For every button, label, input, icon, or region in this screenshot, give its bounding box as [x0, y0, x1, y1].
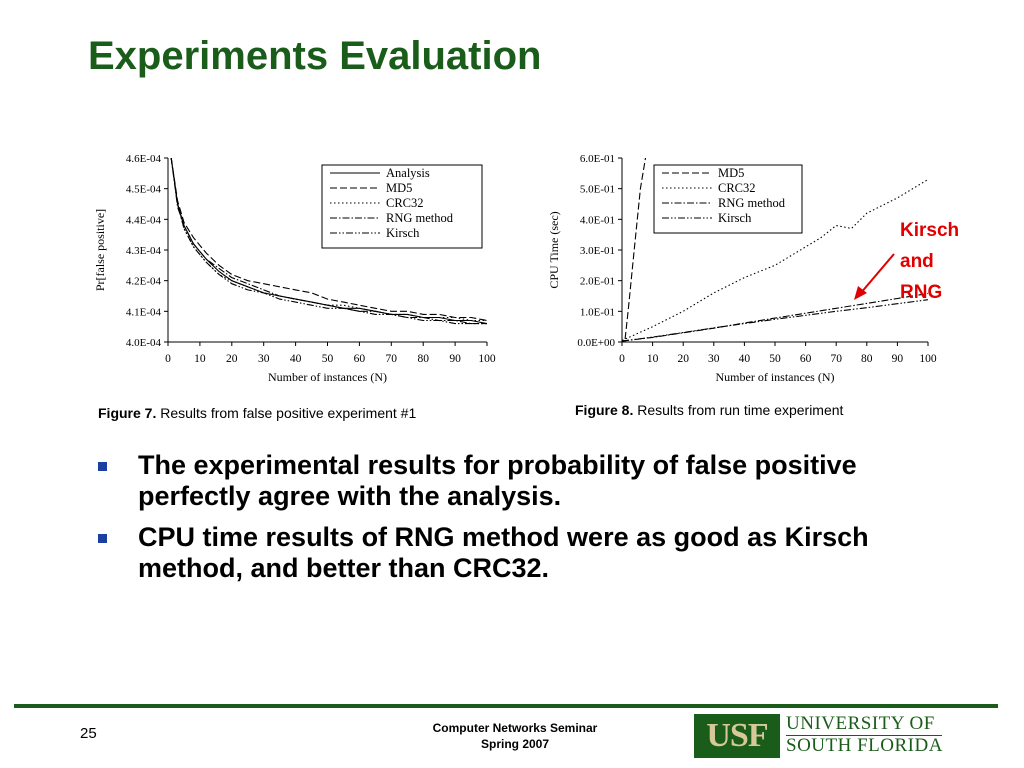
bullet-square-icon — [98, 534, 107, 543]
y-tick-label: 4.0E-04 — [126, 337, 162, 349]
bullet-square-icon — [98, 462, 107, 471]
x-tick-label: 20 — [677, 353, 689, 365]
y-tick-label: 2.0E-01 — [580, 276, 615, 288]
x-tick-label: 60 — [354, 353, 366, 365]
figure-7-label: Figure 7. — [98, 405, 157, 421]
y-tick-label: 4.4E-04 — [126, 214, 162, 226]
annotation-line: and — [900, 251, 934, 272]
x-tick-label: 80 — [861, 353, 873, 365]
figure-8-caption: Figure 8. Results from run time experime… — [575, 402, 843, 418]
figure-7-caption: Figure 7. Results from false positive ex… — [98, 405, 416, 421]
legend-label: RNG method — [718, 196, 786, 210]
legend-label: MD5 — [718, 166, 744, 180]
y-tick-label: 4.2E-04 — [126, 276, 162, 288]
x-tick-label: 50 — [322, 353, 334, 365]
y-tick-label: 4.1E-04 — [126, 306, 162, 318]
legend-box — [653, 164, 803, 234]
series-line — [170, 158, 487, 325]
usf-logo-line-2: SOUTH FLORIDA — [786, 735, 943, 756]
false-positive-chart: 4.6E-04 4.5E-04 4.4E-04 4.3E-04 4.2E-04 4.1E-… — [93, 153, 496, 384]
bullet-item: The experimental results for probability… — [96, 450, 976, 512]
x-tick-label: 70 — [830, 353, 842, 365]
legend-label: Analysis — [386, 166, 430, 180]
usf-logo-divider — [786, 735, 942, 736]
y-tick-label: 0.0E+00 — [577, 337, 615, 349]
x-tick-label: 20 — [226, 353, 238, 365]
page-number: 25 — [80, 725, 97, 742]
y-tick-label: 6.0E-01 — [580, 153, 615, 165]
x-tick-label: 60 — [800, 353, 812, 365]
y-axis-label: Pr[false positive] — [93, 209, 107, 291]
bullet-text: The experimental results for probability… — [138, 450, 857, 511]
bullet-list: The experimental results for probability… — [96, 450, 976, 594]
series-line — [622, 299, 928, 342]
legend-label: MD5 — [386, 181, 412, 195]
footer-line-1: Computer Networks Seminar — [432, 721, 598, 735]
x-tick-label: 40 — [290, 353, 302, 365]
slide-title: Experiments Evaluation — [88, 34, 542, 78]
legend-box — [321, 164, 483, 249]
x-tick-label: 70 — [386, 353, 398, 365]
figure-7-text: Results from false positive experiment #… — [156, 405, 417, 421]
series-line — [622, 179, 928, 342]
y-tick-label: 4.0E-01 — [580, 214, 615, 226]
legend-label: Kirsch — [386, 226, 420, 240]
x-tick-label: 0 — [619, 353, 625, 365]
y-tick-label: 1.0E-01 — [580, 306, 615, 318]
x-tick-label: 90 — [449, 353, 461, 365]
x-tick-label: 10 — [647, 353, 659, 365]
series-line — [624, 158, 647, 339]
x-tick-label: 50 — [769, 353, 781, 365]
footer-line-2: Spring 2007 — [480, 737, 550, 751]
bullet-text: CPU time results of RNG method were as g… — [138, 522, 869, 583]
usf-logo-mark: USF — [694, 714, 780, 758]
x-tick-label: 10 — [194, 353, 206, 365]
y-tick-label: 4.5E-04 — [126, 184, 162, 196]
footer-text: Computer Networks Seminar Spring 2007 — [400, 720, 630, 752]
x-tick-label: 100 — [478, 353, 496, 365]
x-tick-label: 100 — [919, 353, 937, 365]
cpu-time-chart: 6.0E-01 5.0E-01 4.0E-01 3.0E-01 2.0E-01 1.0E-… — [547, 153, 937, 384]
y-tick-label: 3.0E-01 — [580, 245, 615, 257]
y-tick-label: 4.3E-04 — [126, 245, 162, 257]
y-axis-label: CPU Time (sec) — [547, 211, 561, 288]
bullet-item: CPU time results of RNG method were as g… — [96, 522, 976, 584]
legend-label: RNG method — [386, 211, 454, 225]
kirsch-rng-annotation: Kirsch and RNG — [900, 215, 990, 308]
x-axis-label: Number of instances (N) — [268, 370, 387, 384]
y-tick-label: 4.6E-04 — [126, 153, 162, 165]
x-tick-label: 40 — [739, 353, 751, 365]
usf-logo-line-1: UNIVERSITY OF — [786, 713, 935, 734]
annotation-line: RNG — [900, 282, 943, 303]
series-line — [170, 158, 487, 325]
x-tick-label: 30 — [708, 353, 720, 365]
legend-label: CRC32 — [718, 181, 756, 195]
x-tick-label: 0 — [165, 353, 171, 365]
annotation-line: Kirsch — [900, 220, 960, 241]
x-axis-label: Number of instances (N) — [716, 370, 835, 384]
x-tick-label: 90 — [892, 353, 904, 365]
usf-logo-name: UNIVERSITY OF SOUTH FLORIDA — [786, 713, 943, 757]
annotation-arrow — [854, 253, 895, 300]
y-tick-label: 5.0E-01 — [580, 184, 615, 196]
legend-label: Kirsch — [718, 211, 752, 225]
x-tick-label: 80 — [417, 353, 429, 365]
footer-rule — [14, 704, 998, 708]
figure-8-label: Figure 8. — [575, 402, 634, 418]
figure-8-text: Results from run time experiment — [633, 402, 844, 418]
x-tick-label: 30 — [258, 353, 270, 365]
legend-label: CRC32 — [386, 196, 424, 210]
